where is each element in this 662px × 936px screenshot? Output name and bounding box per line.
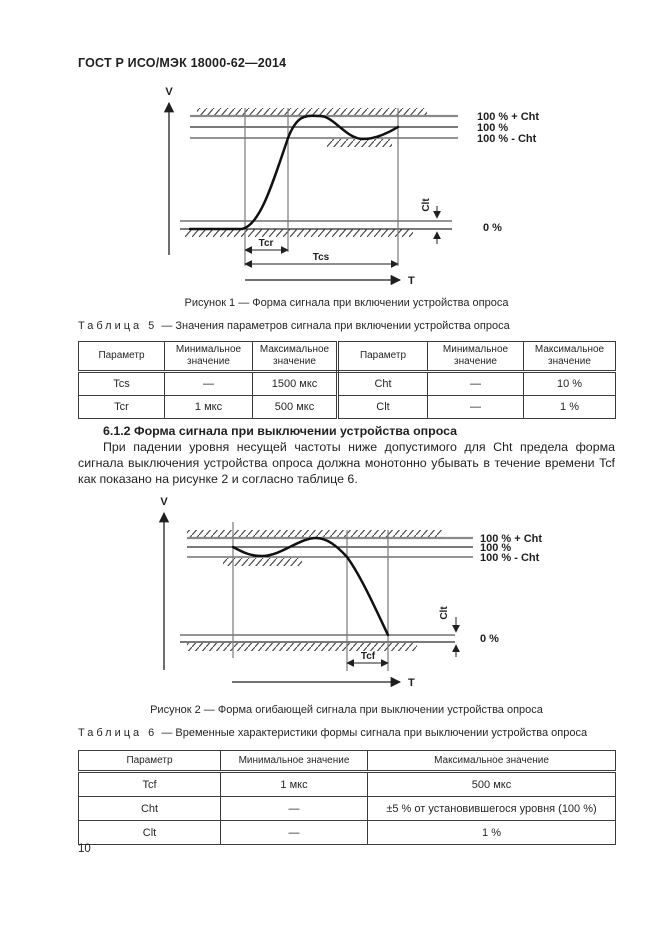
- table6-header-cell: Максимальное значение: [367, 750, 616, 773]
- hatch-band-bottom: [185, 229, 413, 237]
- table6-cell: 1 %: [367, 820, 616, 845]
- table5-header-cell: Максимальное значение: [523, 341, 616, 373]
- v-axis-label: V: [165, 86, 173, 98]
- tcf-label: Tcf: [361, 651, 376, 662]
- table5-cell: 1500 мкс: [252, 371, 339, 396]
- hatch-band-mid: [327, 139, 392, 147]
- page-number: 10: [78, 843, 91, 855]
- table5-header-cell: Максимальное значение: [252, 341, 339, 373]
- figure1-waveform-diagram: V Clt 100 % + Cht 100 % 100 % - Cht 0 % …: [163, 86, 539, 287]
- table6-cell: —: [220, 796, 368, 821]
- table5-cell: Tcs: [78, 371, 165, 396]
- table5-caption: Таблица 5— Значения параметров сигнала п…: [78, 320, 510, 332]
- table5-cell: Tcr: [78, 395, 165, 419]
- level-label-low: 100 % - Cht: [477, 133, 537, 145]
- table6-cell: ±5 % от установившегося уровня (100 %): [367, 796, 616, 821]
- table6-cell: 500 мкс: [367, 771, 616, 797]
- table6-header-row: Параметр Минимальное значение Максимальн…: [78, 750, 616, 773]
- tcr-label: Tcr: [259, 238, 274, 249]
- t-axis-label: T: [408, 677, 415, 689]
- hatch-band-top: [187, 530, 442, 538]
- table5-row: Tcs — 1500 мкс Cht — 10 %: [78, 371, 616, 396]
- v-axis-label: V: [160, 496, 168, 508]
- clt-label: Clt: [421, 198, 432, 212]
- table6-cell: Clt: [78, 820, 221, 845]
- table6-cell: —: [220, 820, 368, 845]
- hatch-band-mid: [223, 558, 302, 566]
- table6-row: Cht — ±5 % от установившегося уровня (10…: [78, 796, 616, 821]
- level-label-high: 100 % + Cht: [477, 111, 539, 123]
- t-axis-label: T: [408, 275, 415, 287]
- signal-curve: [231, 536, 390, 637]
- tcs-label: Tcs: [313, 252, 330, 263]
- page-header-title: ГОСТ Р ИСО/МЭК 18000-62—2014: [78, 56, 287, 70]
- table6-caption-text: — Временные характеристики формы сигнала…: [161, 727, 588, 739]
- table6-row: Tcf 1 мкс 500 мкс: [78, 771, 616, 797]
- level-label-high: 100 % + Cht: [480, 533, 542, 545]
- table5-header-cell: Минимальное значение: [427, 341, 524, 373]
- table6-cell: Cht: [78, 796, 221, 821]
- table6-header-cell: Минимальное значение: [220, 750, 368, 773]
- table5-cell: 1 %: [523, 395, 616, 419]
- table5-header-row: Параметр Минимальное значение Максимальн…: [78, 341, 616, 373]
- hatch-band-top: [197, 108, 427, 116]
- table6-row: Clt — 1 %: [78, 820, 616, 845]
- table5-cell: 10 %: [523, 371, 616, 396]
- table5-cell: —: [164, 371, 253, 396]
- table6-caption-label: Таблица 6: [78, 727, 158, 739]
- table5-cell: 500 мкс: [252, 395, 339, 419]
- table5-cell: —: [427, 371, 524, 396]
- table6-header-cell: Параметр: [78, 750, 221, 773]
- table5-header-cell: Минимальное значение: [164, 341, 253, 373]
- clt-label: Clt: [439, 606, 450, 620]
- level-label-nominal: 100 %: [477, 122, 508, 134]
- figure1-caption: Рисунок 1 — Форма сигнала при включении …: [184, 297, 509, 309]
- table5-cell: —: [427, 395, 524, 419]
- level-label-zero: 0 %: [480, 633, 499, 645]
- level-label-nominal: 100 %: [480, 542, 511, 554]
- section-612-paragraph: При падении уровня несущей частоты ниже …: [78, 440, 615, 486]
- signal-curve: [188, 114, 400, 231]
- hatch-band-bottom: [187, 643, 417, 651]
- figure2-waveform-diagram: V Clt 100 % + Cht 100 % 100 % - Cht 0 % …: [158, 496, 542, 689]
- table5-caption-text: — Значения параметров сигнала при включе…: [161, 320, 510, 332]
- table6-cell: 1 мкс: [220, 771, 368, 797]
- table6-caption: Таблица 6— Временные характеристики форм…: [78, 727, 587, 739]
- table5-cell: Clt: [337, 395, 428, 419]
- table6: Параметр Минимальное значение Максимальн…: [78, 750, 616, 845]
- table5-header-cell: Параметр: [78, 341, 165, 373]
- figure2-caption: Рисунок 2 — Форма огибающей сигнала при …: [150, 704, 543, 716]
- table6-cell: Tcf: [78, 771, 221, 797]
- table5-cell: 1 мкс: [164, 395, 253, 419]
- level-label-low: 100 % - Cht: [480, 552, 540, 564]
- table5-header-cell: Параметр: [337, 341, 428, 373]
- section-612-heading: 6.1.2 Форма сигнала при выключении устро…: [103, 424, 458, 438]
- level-label-zero: 0 %: [483, 222, 502, 234]
- table5-row: Tcr 1 мкс 500 мкс Clt — 1 %: [78, 395, 616, 419]
- table5-caption-label: Таблица 5: [78, 320, 158, 332]
- table5: Параметр Минимальное значение Максимальн…: [78, 341, 616, 419]
- table5-cell: Cht: [337, 371, 428, 396]
